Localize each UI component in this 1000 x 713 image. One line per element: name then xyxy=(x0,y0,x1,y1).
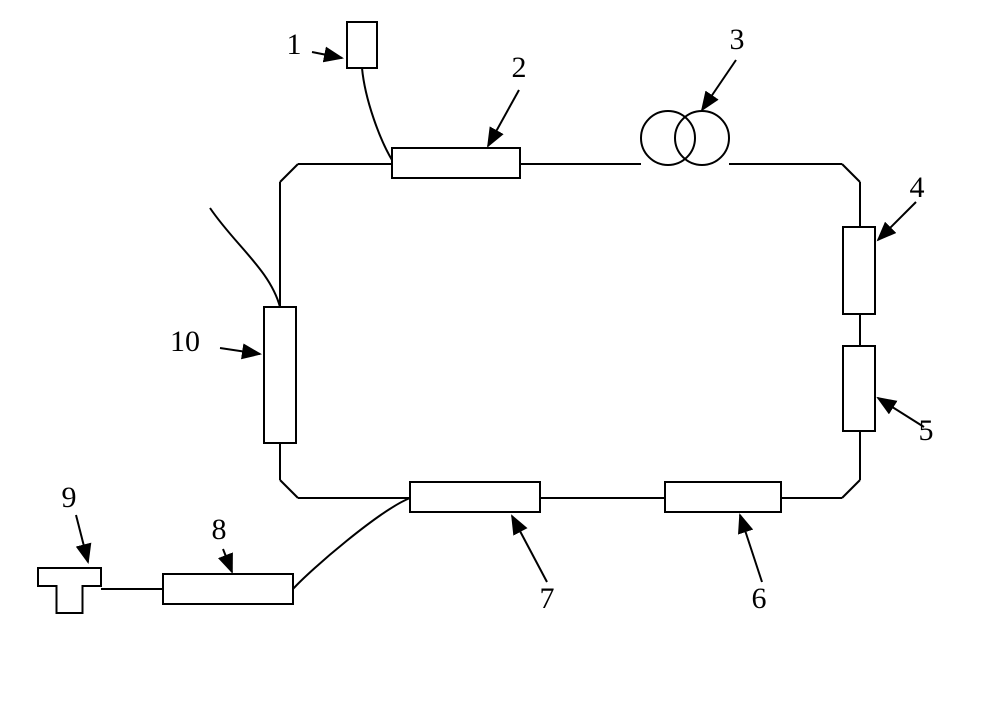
component-component-8 xyxy=(163,574,293,604)
component-component-5 xyxy=(843,346,875,431)
label-4: 4 xyxy=(910,171,925,204)
label-2: 2 xyxy=(512,51,527,84)
conn-output-7-to-8 xyxy=(293,498,410,589)
conn-pump-to-wdm xyxy=(362,68,392,160)
optical-loop-diagram: 1 2 3 4 5 6 7 8 9 10 xyxy=(0,0,1000,713)
label-7: 7 xyxy=(540,582,555,615)
component-gain-fiber-c2 xyxy=(675,111,729,165)
label-6: 6 xyxy=(752,582,767,615)
label-arrow-9 xyxy=(76,515,88,562)
label-arrow-4 xyxy=(878,202,916,240)
label-arrow-1 xyxy=(312,52,342,58)
ring-corner-bl xyxy=(280,480,298,498)
label-arrow-7 xyxy=(512,516,547,582)
ring-corner-tl xyxy=(280,164,298,182)
ring-corner-br xyxy=(842,480,860,498)
ring-corner-tr xyxy=(842,164,860,182)
label-1: 1 xyxy=(287,28,302,61)
component-component-6 xyxy=(665,482,781,512)
label-8: 8 xyxy=(212,513,227,546)
component-pump xyxy=(347,22,377,68)
component-component-4 xyxy=(843,227,875,314)
label-arrow-8 xyxy=(223,549,232,572)
component-detector xyxy=(38,568,101,613)
label-9: 9 xyxy=(62,481,77,514)
component-wdm-top xyxy=(392,148,520,178)
component-output-coupler xyxy=(410,482,540,512)
label-10: 10 xyxy=(170,325,200,358)
label-3: 3 xyxy=(730,23,745,56)
label-arrow-3 xyxy=(702,60,736,110)
label-arrow-2 xyxy=(488,90,519,146)
label-arrow-10 xyxy=(220,348,260,354)
label-arrow-5 xyxy=(878,398,924,427)
component-gain-fiber-c1 xyxy=(641,111,695,165)
label-arrow-6 xyxy=(740,515,762,582)
conn-coupler-10-fiber xyxy=(210,208,280,307)
label-5: 5 xyxy=(919,414,934,447)
component-component-10 xyxy=(264,307,296,443)
